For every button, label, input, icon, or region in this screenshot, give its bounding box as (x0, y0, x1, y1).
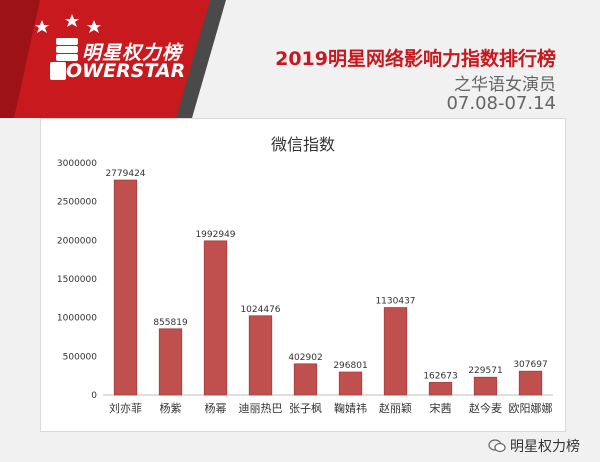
chart-title: 微信指数 (270, 135, 335, 154)
x-tick-label: 张子枫 (289, 401, 322, 415)
x-tick-label: 宋茜 (430, 401, 452, 415)
data-label: 2779424 (105, 169, 145, 179)
y-tick-label: 2000000 (57, 236, 97, 246)
y-tick-label: 3000000 (57, 159, 97, 169)
watermark-text: 明星权力榜 (510, 439, 580, 455)
bar (158, 328, 183, 396)
data-label: 296801 (333, 361, 367, 371)
page-title: 2019明星网络影响力指数排行榜 (275, 48, 556, 70)
star-icon (65, 14, 79, 27)
header-banner (0, 0, 226, 118)
data-label: 162673 (423, 371, 457, 381)
x-tick-label: 杨幂 (205, 401, 227, 415)
fist-logo-icon (50, 38, 78, 80)
date-range: 07.08-07.14 (446, 93, 556, 114)
data-label: 855819 (153, 318, 188, 328)
bar (518, 370, 543, 396)
y-tick-label: 500000 (63, 352, 98, 362)
x-tick-label: 迪丽热巴 (239, 402, 283, 415)
data-label: 1024476 (240, 305, 280, 315)
x-tick-label: 杨紫 (160, 401, 182, 415)
y-tick-label: 0 (91, 391, 97, 401)
logo-english-text: OWERSTAR (66, 60, 186, 82)
x-tick-label: 刘亦菲 (109, 401, 142, 415)
bar (113, 179, 138, 396)
data-label: 1992949 (195, 230, 235, 240)
x-tick-label: 赵今麦 (469, 401, 502, 415)
banner-shade-shape (0, 0, 40, 118)
bar (293, 363, 318, 396)
x-tick-label: 鞠婧祎 (334, 401, 367, 415)
chart-card: 微信指数 0 500000 1000000 1500000 2000000 2500000… (40, 118, 566, 432)
bar (203, 240, 228, 396)
star-icon (87, 20, 101, 33)
bar (473, 376, 498, 396)
data-label: 402902 (288, 353, 322, 363)
bar (338, 371, 363, 396)
y-tick-label: 1000000 (57, 314, 97, 324)
y-tick-label: 1500000 (57, 275, 97, 285)
y-tick-label: 2500000 (57, 198, 97, 208)
logo-chinese-text: 明星权力榜 (82, 42, 183, 64)
data-label: 229571 (468, 366, 502, 376)
bar (383, 307, 408, 396)
bar (248, 315, 273, 396)
x-tick-label: 欧阳娜娜 (509, 401, 553, 415)
star-icon (35, 20, 49, 33)
bar (428, 382, 453, 396)
watermark: 明星权力榜 (488, 436, 580, 456)
x-tick-label: 赵丽颖 (379, 401, 412, 415)
page-subtitle: 之华语女演员 (454, 75, 556, 95)
data-label: 307697 (513, 360, 547, 370)
star-icons (35, 14, 101, 33)
banner-red-shape (0, 0, 210, 118)
bar-chart: 0 500000 1000000 1500000 2000000 2500000 30000… (57, 159, 553, 415)
data-label: 1130437 (375, 297, 415, 307)
wechat-icon (488, 439, 506, 453)
